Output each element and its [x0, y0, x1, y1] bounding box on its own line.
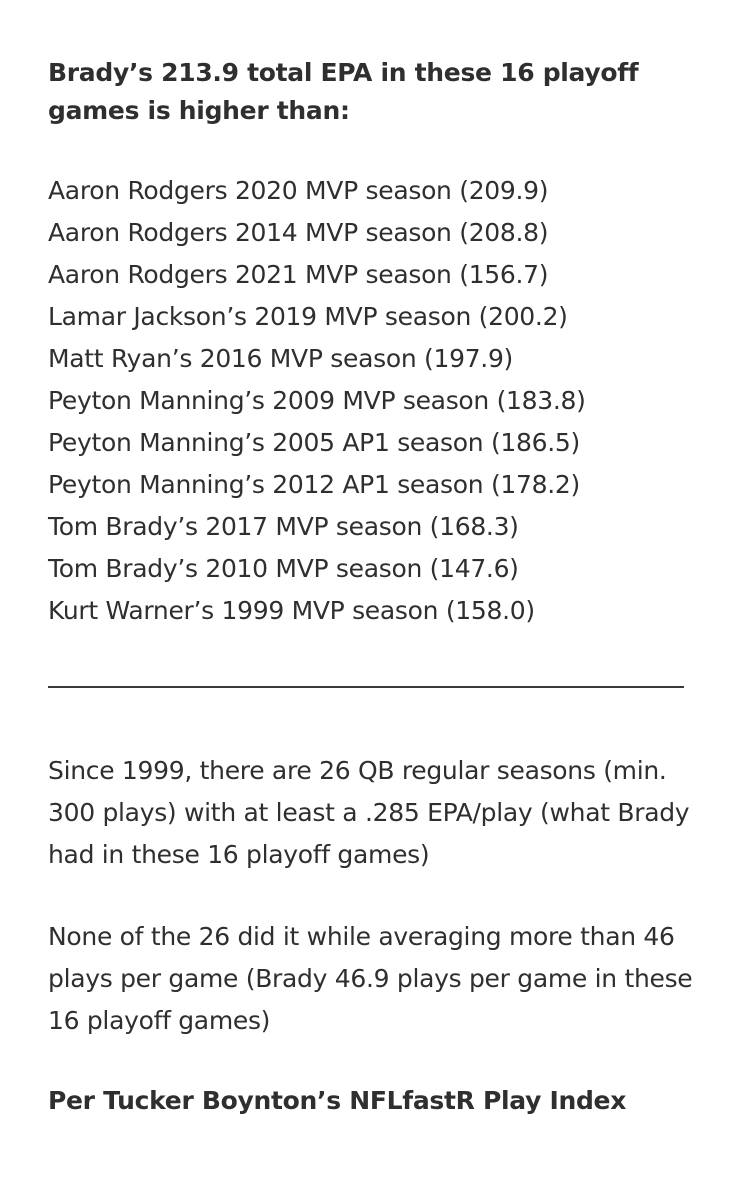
list-item: Aaron Rodgers 2020 MVP season (209.9)	[48, 176, 549, 205]
list-item: Peyton Manning’s 2012 AP1 season (178.2)	[48, 470, 580, 499]
list-item: Peyton Manning’s 2009 MVP season (183.8)	[48, 386, 586, 415]
paragraph-seasons-count: Since 1999, there are 26 QB regular seas…	[48, 756, 690, 869]
list-item: Tom Brady’s 2010 MVP season (147.6)	[48, 554, 519, 583]
paragraph-plays-per-game: None of the 26 did it while averaging mo…	[48, 922, 693, 1035]
divider	[48, 686, 684, 688]
list-item: Tom Brady’s 2017 MVP season (168.3)	[48, 512, 519, 541]
list-item: Lamar Jackson’s 2019 MVP season (200.2)	[48, 302, 568, 331]
list-item: Kurt Warner’s 1999 MVP season (158.0)	[48, 596, 535, 625]
list-item: Aaron Rodgers 2014 MVP season (208.8)	[48, 218, 549, 247]
list-item: Peyton Manning’s 2005 AP1 season (186.5)	[48, 428, 580, 457]
list-item: Aaron Rodgers 2021 MVP season (156.7)	[48, 260, 549, 289]
season-list: Aaron Rodgers 2020 MVP season (209.9) Aa…	[48, 170, 708, 632]
source-credit: Per Tucker Boynton’s NFLfastR Play Index	[48, 1086, 627, 1115]
list-item: Matt Ryan’s 2016 MVP season (197.9)	[48, 344, 514, 373]
note-body: Brady’s 213.9 total EPA in these 16 play…	[48, 54, 708, 1120]
heading: Brady’s 213.9 total EPA in these 16 play…	[48, 58, 639, 125]
